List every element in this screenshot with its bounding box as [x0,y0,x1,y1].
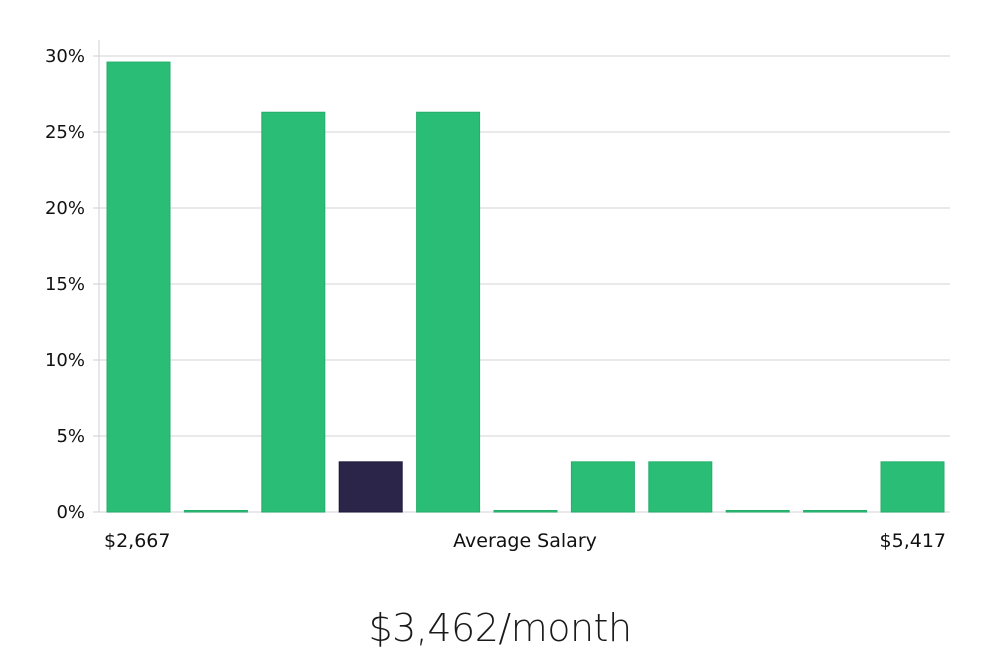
bar [416,111,481,513]
bar-highlight [338,461,403,513]
bar [570,461,635,513]
bar [261,111,326,513]
gridlines [99,55,950,513]
y-tick-label: 30% [45,46,85,67]
y-tick-label: 10% [45,350,85,371]
y-tick-label: 20% [45,198,85,219]
bar [648,461,713,513]
x-axis-max-label: $5,417 [880,530,946,552]
y-tick-label: 25% [45,122,85,143]
bar [493,510,558,513]
bar [803,510,868,513]
y-tick-label: 0% [56,502,85,523]
y-axis-ticks: 0% 5% 10% 15% 20% 25% 30% [45,46,99,523]
average-salary-headline: $3,462/month [368,606,632,650]
bar [725,510,790,513]
x-axis-min-label: $2,667 [104,530,170,552]
bar [183,510,248,513]
bar [880,461,945,513]
x-axis-title: Average Salary [453,530,597,552]
y-tick-label: 5% [56,426,85,447]
y-tick-label: 15% [45,274,85,295]
bars [106,61,945,513]
bar [106,61,171,513]
